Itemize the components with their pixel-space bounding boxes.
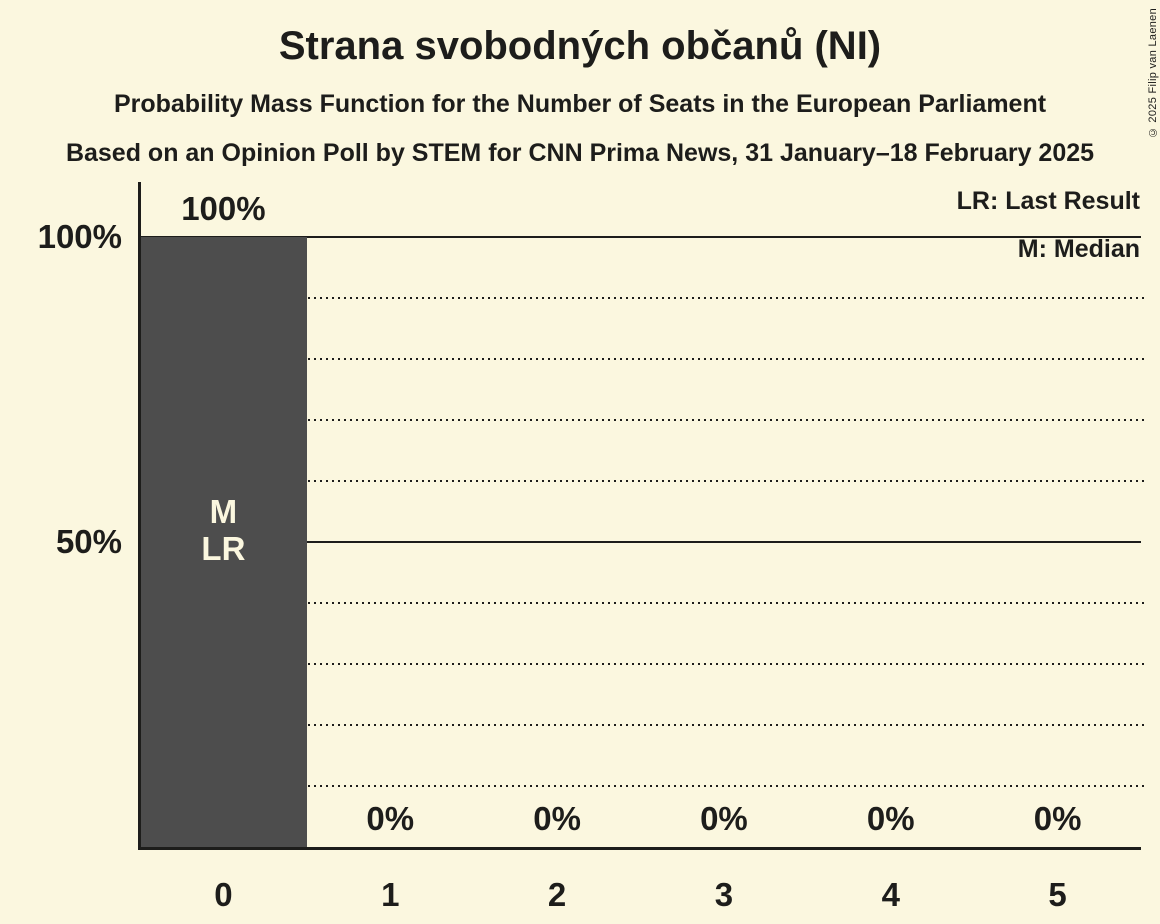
y-axis-line xyxy=(138,182,141,850)
x-tick-label-3: 3 xyxy=(714,876,734,913)
gridline-dotted-30 xyxy=(140,663,1145,665)
bar-seat-0 xyxy=(140,237,307,847)
x-tick-label-2: 2 xyxy=(547,876,567,913)
chart-subtitle: Probability Mass Function for the Number… xyxy=(113,90,1047,118)
gridline-dotted-60 xyxy=(140,480,1145,482)
gridline-dotted-40 xyxy=(140,602,1145,604)
gridline-solid-100 xyxy=(140,236,1141,238)
gridline-dotted-20 xyxy=(140,724,1145,726)
value-label-seat-5: 0% xyxy=(1033,800,1082,837)
x-tick-label-5: 5 xyxy=(1048,876,1067,913)
x-tick-label-1: 1 xyxy=(381,876,400,913)
value-label-seat-0: 100% xyxy=(181,190,266,227)
chart-source-line: Based on an Opinion Poll by STEM for CNN… xyxy=(65,139,1095,167)
x-axis-line xyxy=(138,847,1141,850)
legend-median: M: Median xyxy=(1017,235,1140,263)
gridline-dotted-70 xyxy=(140,419,1145,421)
x-tick-label-0: 0 xyxy=(214,876,233,913)
x-tick-label-4: 4 xyxy=(881,876,900,913)
value-label-seat-3: 0% xyxy=(700,800,748,837)
y-axis-label-100: 100% xyxy=(37,218,122,255)
value-label-seat-4: 0% xyxy=(866,800,915,837)
legend-last-result: LR: Last Result xyxy=(956,187,1140,215)
chart-title: Strana svobodných občanů (NI) xyxy=(278,24,882,68)
y-axis-label-50: 50% xyxy=(55,523,122,560)
gridline-dotted-10 xyxy=(140,785,1145,787)
gridline-dotted-80 xyxy=(140,358,1145,360)
value-label-seat-2: 0% xyxy=(533,800,581,837)
value-label-seat-1: 0% xyxy=(366,800,415,837)
bar-annotation-median-lastresult: M LR xyxy=(201,493,246,567)
gridline-solid-50 xyxy=(140,541,1141,543)
gridline-dotted-90 xyxy=(140,297,1145,299)
